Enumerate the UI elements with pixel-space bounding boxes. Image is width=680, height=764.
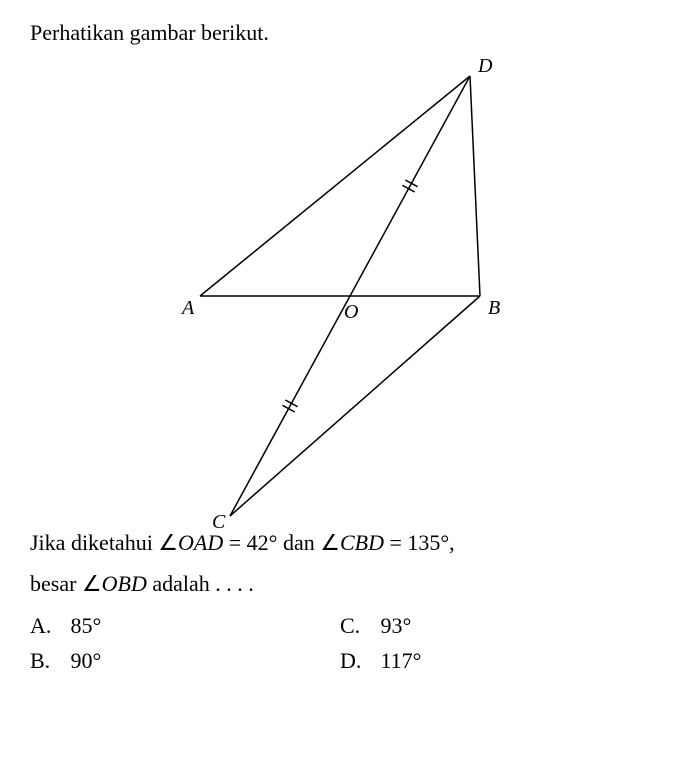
option-label-b: B.: [30, 643, 65, 678]
edge-C-O: [230, 296, 350, 516]
question-text-line2: besar ∠OBD adalah . . . .: [30, 567, 650, 600]
option-label-c: C.: [340, 608, 375, 643]
option-value-d: 117°: [381, 648, 422, 673]
diagram-container: DAOBC: [30, 56, 650, 516]
geometry-diagram: DAOBC: [100, 56, 580, 536]
option-a: A. 85°: [30, 608, 340, 643]
tick-mark-CO-0: [282, 405, 294, 412]
edge-O-D: [350, 76, 470, 296]
option-value-c: 93°: [381, 613, 412, 638]
tick-mark-OD-0: [402, 185, 414, 192]
option-b: B. 90°: [30, 643, 340, 678]
option-c: C. 93°: [340, 608, 650, 643]
edge-D-B: [470, 76, 480, 296]
question-intro: Perhatikan gambar berikut.: [30, 20, 650, 46]
vertex-label-D: D: [477, 56, 493, 77]
vertex-label-O: O: [344, 301, 358, 323]
vertex-label-A: A: [180, 297, 195, 319]
option-label-d: D.: [340, 643, 375, 678]
edge-A-D: [200, 76, 470, 296]
option-label-a: A.: [30, 608, 65, 643]
option-value-b: 90°: [71, 648, 102, 673]
tick-mark-OD-1: [405, 180, 417, 187]
options-container: A. 85° C. 93° B. 90° D. 117°: [30, 608, 650, 678]
option-value-a: 85°: [71, 613, 102, 638]
vertex-label-B: B: [488, 297, 500, 319]
edge-B-C: [230, 296, 480, 516]
option-d: D. 117°: [340, 643, 650, 678]
tick-mark-CO-1: [285, 400, 297, 407]
